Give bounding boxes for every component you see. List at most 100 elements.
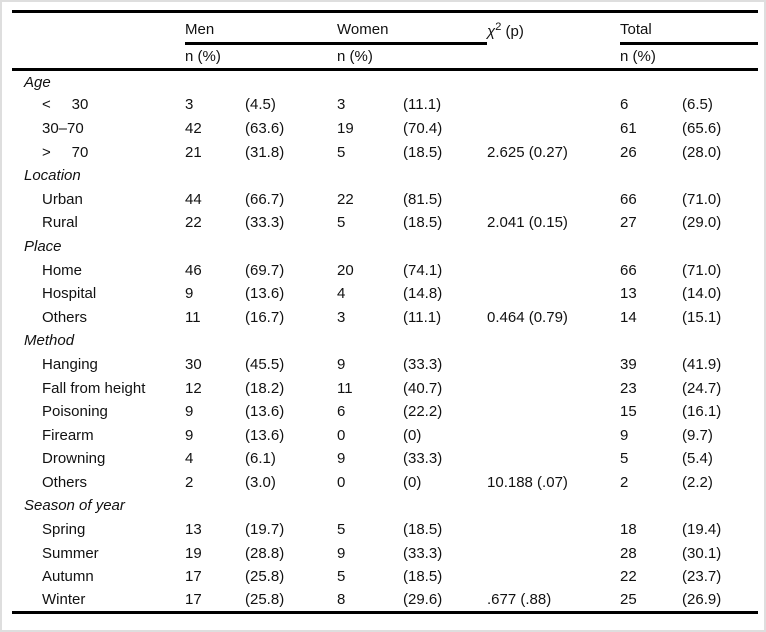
women-n-value: 3 xyxy=(337,308,346,326)
subheader-total-n-pct: n (%) xyxy=(620,43,759,71)
row-label: Home xyxy=(42,261,83,279)
women-n-value: 5 xyxy=(337,521,346,539)
chi-square-value xyxy=(487,447,620,471)
section-row: Place xyxy=(12,235,758,259)
women-pct-value: (18.5) xyxy=(403,568,443,586)
women-n-value: 20 xyxy=(337,261,354,279)
table-header: Men Women χ2 (p) Total n (%) n (%) n (%) xyxy=(12,11,759,71)
men-n-value: 3 xyxy=(185,96,194,114)
total-n-value: 14 xyxy=(620,308,637,326)
men-n-value: 12 xyxy=(185,379,202,397)
table-row: Firearm 9 (13.6) 0 (0) 9 (9.7) xyxy=(12,423,758,447)
total-n-value: 25 xyxy=(620,591,637,609)
chi-square-value xyxy=(487,353,620,377)
row-label: Summer xyxy=(42,544,99,562)
women-pct-value: (70.4) xyxy=(403,119,443,137)
chi-square-value xyxy=(487,258,620,282)
total-pct-value: (26.9) xyxy=(682,591,722,609)
women-pct-value: (18.5) xyxy=(403,521,443,539)
chi-square-value xyxy=(487,423,620,447)
men-pct-value: (16.7) xyxy=(245,308,285,326)
table-row: Poisoning 9 (13.6) 6 (22.2) 15 (16.1) xyxy=(12,400,758,424)
chi-p-label: (p) xyxy=(505,22,524,40)
table-row: Spring 13 (19.7) 5 (18.5) 18 (19.4) xyxy=(12,518,758,542)
women-pct-value: (18.5) xyxy=(403,143,443,161)
subheader-empty-cell xyxy=(12,43,185,71)
women-n-value: 9 xyxy=(337,544,346,562)
total-n-value: 26 xyxy=(620,143,637,161)
subheader-women-n-pct: n (%) xyxy=(337,43,488,71)
table-row: Hanging 30 (45.5) 9 (33.3) 39 (41.9) xyxy=(12,353,758,377)
chi-square-value: 10.188 (.07) xyxy=(487,473,568,491)
men-n-value: 21 xyxy=(185,143,202,161)
row-label: Winter xyxy=(42,591,86,609)
row-label: Hanging xyxy=(42,355,98,373)
total-n-value: 6 xyxy=(620,96,629,114)
women-n-value: 5 xyxy=(337,143,346,161)
row-label: < 30 xyxy=(42,96,89,114)
men-pct-value: (66.7) xyxy=(245,190,285,208)
total-pct-value: (16.1) xyxy=(682,403,722,421)
men-pct-value: (28.8) xyxy=(245,544,285,562)
row-label: Drowning xyxy=(42,450,106,468)
women-pct-value: (29.6) xyxy=(403,591,443,609)
section-label: Location xyxy=(24,167,81,185)
chi-square-value xyxy=(487,518,620,542)
table-row: Winter 17 (25.8) 8 (29.6) .677 (.88) 25 (26.9) xyxy=(12,589,758,613)
women-n-value: 6 xyxy=(337,403,346,421)
men-pct-value: (45.5) xyxy=(245,355,285,373)
women-pct-value: (0) xyxy=(403,426,422,444)
men-pct-value: (33.3) xyxy=(245,214,285,232)
section-label: Method xyxy=(24,332,75,350)
men-n-value: 9 xyxy=(185,403,194,421)
men-pct-value: (6.1) xyxy=(245,450,276,468)
men-n-value: 11 xyxy=(185,308,201,326)
section-row: Location xyxy=(12,164,758,188)
women-pct-value: (11.1) xyxy=(403,308,442,326)
table-row: Rural 22 (33.3) 5 (18.5) 2.041 (0.15) 27 (29.0) xyxy=(12,211,758,235)
subheader-chi-empty xyxy=(487,43,621,71)
women-n-value: 9 xyxy=(337,450,346,468)
men-n-value: 9 xyxy=(185,426,194,444)
row-label: Spring xyxy=(42,521,86,539)
row-label: Poisoning xyxy=(42,403,108,421)
total-pct-value: (6.5) xyxy=(682,96,713,114)
women-pct-value: (81.5) xyxy=(403,190,443,208)
total-pct-value: (30.1) xyxy=(682,544,722,562)
women-pct-value: (74.1) xyxy=(403,261,443,279)
section-label: Age xyxy=(24,73,51,91)
row-label: Hospital xyxy=(42,285,97,303)
men-pct-value: (13.6) xyxy=(245,403,285,421)
table-row: Summer 19 (28.8) 9 (33.3) 28 (30.1) xyxy=(12,541,758,565)
chi-square-value xyxy=(487,376,620,400)
chi-square-value: 0.464 (0.79) xyxy=(487,308,568,326)
men-n-value: 17 xyxy=(185,568,202,586)
women-n-value: 11 xyxy=(337,379,353,397)
men-n-value: 4 xyxy=(185,450,194,468)
men-pct-value: (25.8) xyxy=(245,591,285,609)
men-n-value: 9 xyxy=(185,285,194,303)
row-label: Firearm xyxy=(42,426,94,444)
women-n-value: 4 xyxy=(337,285,346,303)
chi-square-value: 2.625 (0.27) xyxy=(487,143,568,161)
total-pct-value: (41.9) xyxy=(682,355,722,373)
row-label: Rural xyxy=(42,214,78,232)
table-row: Fall from height 12 (18.2) 11 (40.7) 23 (24.7) xyxy=(12,376,758,400)
women-n-value: 3 xyxy=(337,96,346,114)
chi-square-value xyxy=(487,93,620,117)
section-label: Season of year xyxy=(24,497,125,515)
total-n-value: 66 xyxy=(620,190,637,208)
table-body: Age < 30 3 (4.5) 3 (11.1) 6 (6.5) 30–70 42 (63.6) 1… xyxy=(12,70,758,613)
chi-square-value: .677 (.88) xyxy=(487,591,552,609)
header-row-groups: Men Women χ2 (p) Total xyxy=(12,11,759,45)
total-pct-value: (14.0) xyxy=(682,285,722,303)
women-n-value: 9 xyxy=(337,355,346,373)
men-pct-value: (63.6) xyxy=(245,119,285,137)
header-row-subheaders: n (%) n (%) n (%) xyxy=(12,43,759,71)
women-n-value: 5 xyxy=(337,214,346,232)
table-row: Others 11 (16.7) 3 (11.1) 0.464 (0.79) 14 (15.1… xyxy=(12,305,758,329)
section-row: Season of year xyxy=(12,494,758,518)
women-pct-value: (33.3) xyxy=(403,544,443,562)
statistics-table: Men Women χ2 (p) Total n (%) n (%) n (%)… xyxy=(12,10,759,614)
row-label: Others xyxy=(42,308,88,326)
